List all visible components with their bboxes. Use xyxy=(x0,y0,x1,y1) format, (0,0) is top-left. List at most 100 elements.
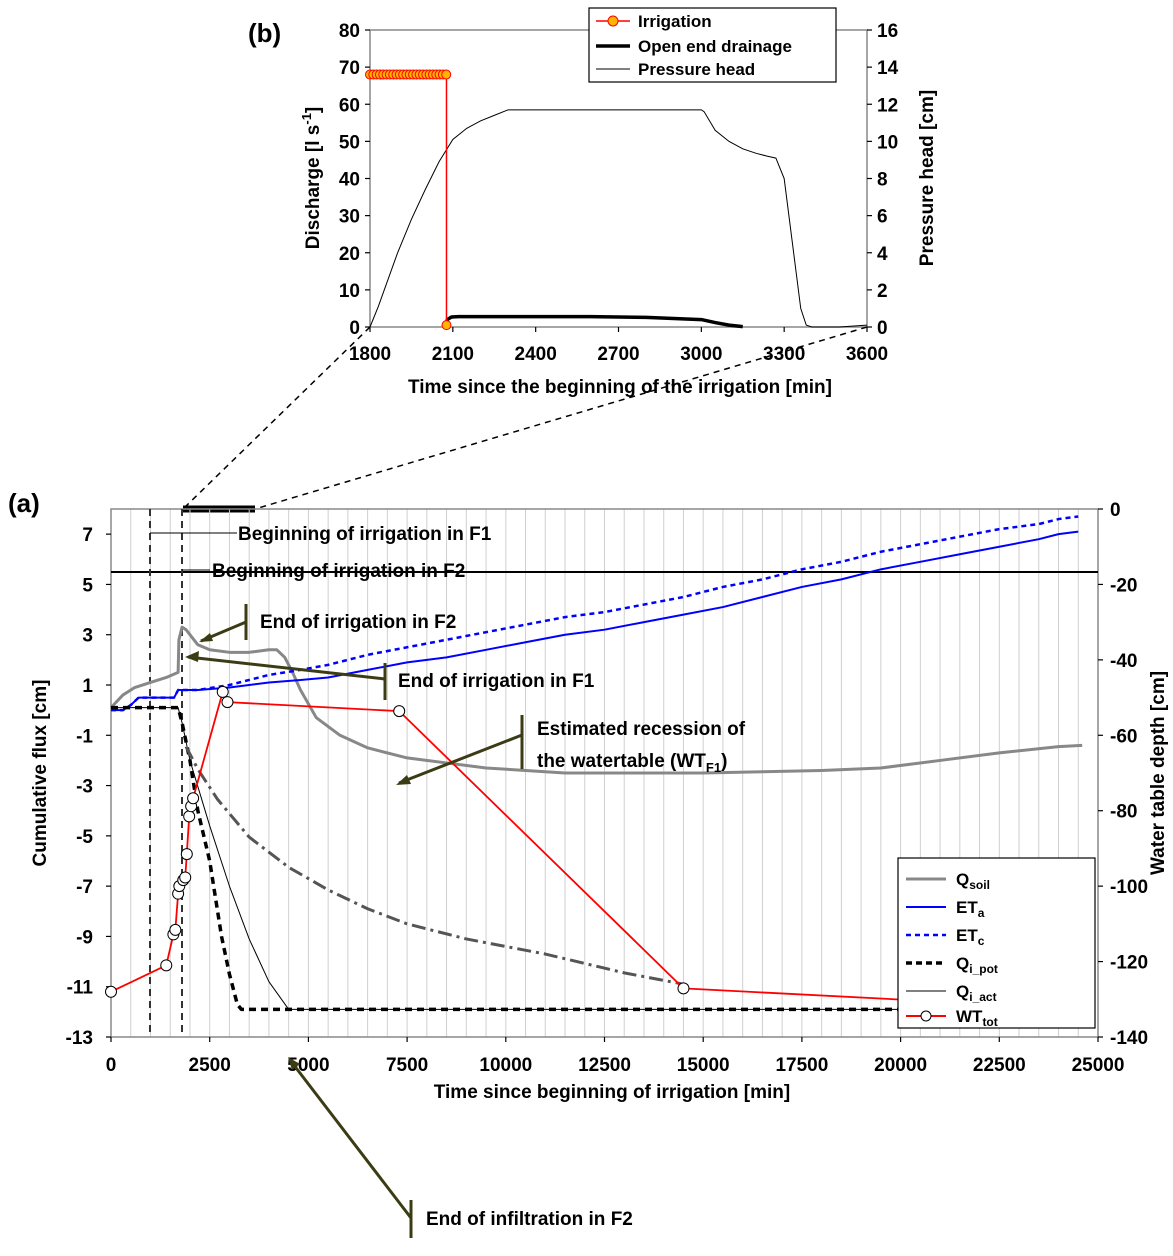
panel-a-y2-axis-label: Water table depth [cm] xyxy=(1148,671,1169,875)
panel-b-y-axis-label: Discharge [l s-1] xyxy=(299,107,324,250)
annotation-recession-arrowhead xyxy=(396,775,411,785)
wt-point-3 xyxy=(169,923,182,936)
annotation-end-irr-f2-text: End of irrigation in F2 xyxy=(260,612,456,633)
a-ytick-label-0: -13 xyxy=(66,1028,93,1049)
panel-b-x-ticks: 1800 2100 2400 2700 3000 3300 3600 xyxy=(349,327,888,365)
b-ytick-label-1: 10 xyxy=(339,281,360,302)
wt-point-11 xyxy=(187,792,200,805)
a-ytick-label-2: -9 xyxy=(76,927,93,948)
panel-a-x-ticks: 0 2500 5000 7500 10000 12500 15000 17500 20000 22… xyxy=(106,1037,1125,1076)
a-y2tick-label-2: -100 xyxy=(1110,877,1148,898)
annotation-end-irr-f1-text: End of irrigation in F1 xyxy=(398,671,595,692)
a-ytick-label-8: 3 xyxy=(82,626,93,647)
a-ytick-label-6: -1 xyxy=(76,726,93,747)
open-end-drainage-line xyxy=(444,314,743,329)
annotation-begin-f1-text: Beginning of irrigation in F1 xyxy=(238,524,492,545)
a-ytick-label-3: -7 xyxy=(76,877,93,898)
a-ytick-label-1: -11 xyxy=(67,978,94,999)
annotation-end-irrigation-f2: End of irrigation in F2 xyxy=(199,604,456,643)
series-etc-line xyxy=(111,515,1079,712)
a-ytick-label-5: -3 xyxy=(76,777,93,798)
b-xtick-label-1: 2100 xyxy=(432,344,474,365)
b-xtick-label-5: 3300 xyxy=(763,344,805,365)
panel-a-y-axis-label: Cumulative flux [cm] xyxy=(30,680,51,867)
annotation-recession: Estimated recession of the watertable (W… xyxy=(396,715,746,785)
panel-b-y2-axis-label: Pressure head [cm] xyxy=(917,90,938,266)
a-ytick-label-7: 1 xyxy=(82,676,93,697)
a-ytick-label-4: -5 xyxy=(76,827,93,848)
a-y2tick-label-7: 0 xyxy=(1110,500,1121,521)
b-ytick-label-7: 70 xyxy=(339,58,360,79)
b-ytick-label-2: 20 xyxy=(339,244,360,265)
panel-b: (b) 0 10 20 30 40 50 60 70 80 0 2 4 6 8 10 12 14 16 1800… xyxy=(248,7,938,398)
legend-irrigation-label: Irrigation xyxy=(638,12,712,31)
a-y2tick-label-0: -140 xyxy=(1110,1028,1148,1049)
pressure-head-line xyxy=(369,109,868,328)
a-xtick-label-8: 20000 xyxy=(874,1055,927,1076)
a-xtick-label-0: 0 xyxy=(106,1055,117,1076)
b-y2tick-label-8: 16 xyxy=(877,21,898,42)
a-y2tick-label-1: -120 xyxy=(1110,953,1148,974)
irrigation-line xyxy=(370,73,448,326)
wt-point-9 xyxy=(183,810,196,823)
panel-b-series xyxy=(365,69,868,331)
a-xtick-label-10: 25000 xyxy=(1072,1055,1125,1076)
annotation-end-infiltration-arrowhead xyxy=(288,1057,300,1070)
a-ytick-label-10: 7 xyxy=(82,525,93,546)
annotation-end-infiltration-arrow xyxy=(288,1059,413,1219)
legend-wttot-label: WTtot xyxy=(956,1007,998,1029)
annotation-end-irrigation-f1: End of irrigation in F1 xyxy=(185,651,595,700)
b-ytick-label-3: 30 xyxy=(339,207,360,228)
panel-b-y-ticks: 0 10 20 30 40 50 60 70 80 xyxy=(339,21,370,339)
b-xtick-label-2: 2400 xyxy=(515,344,557,365)
annotation-recession-arrow xyxy=(398,733,523,785)
panel-a-label: (a) xyxy=(8,488,40,518)
b-y2tick-label-7: 14 xyxy=(877,58,899,79)
legend-drainage-label: Open end drainage xyxy=(638,37,792,56)
series-qsoil-line xyxy=(109,625,1083,775)
wt-point-14 xyxy=(393,705,406,718)
b-y2tick-label-4: 8 xyxy=(877,170,888,191)
panel-a-legend-box xyxy=(897,857,1096,1029)
panel-b-label: (b) xyxy=(248,18,281,48)
b-y2tick-label-3: 6 xyxy=(877,207,888,228)
legend-etc-label: ETc xyxy=(956,926,985,948)
annotation-begin-f2-text: Beginning of irrigation in F2 xyxy=(212,561,465,582)
b-ytick-label-5: 50 xyxy=(339,132,360,153)
annotation-recession-text-2: the watertable (WTF1) xyxy=(537,751,727,775)
panel-b-y2-ticks: 0 2 4 6 8 10 12 14 16 xyxy=(867,21,899,339)
a-y2tick-label-4: -60 xyxy=(1110,726,1137,747)
zoom-connector-right xyxy=(254,326,868,510)
annotation-end-infiltration-text: End of infiltration in F2 xyxy=(426,1209,633,1230)
zoom-connector-left xyxy=(182,326,371,510)
panel-b-legend-box xyxy=(588,7,837,83)
a-xtick-label-5: 12500 xyxy=(578,1055,631,1076)
legend-qiact-label: Qi_act xyxy=(956,982,997,1004)
a-xtick-label-6: 15000 xyxy=(677,1055,730,1076)
wt-point-15 xyxy=(677,982,690,995)
a-y2tick-label-3: -80 xyxy=(1110,802,1137,823)
b-y2tick-label-1: 2 xyxy=(877,281,888,302)
annotation-recession-text-1: Estimated recession of xyxy=(537,719,746,740)
legend-irrigation-marker xyxy=(607,15,619,27)
legend-qsoil-label: Qsoil xyxy=(956,870,990,892)
b-y2tick-label-0: 0 xyxy=(877,318,888,339)
b-xtick-label-4: 3000 xyxy=(680,344,722,365)
a-xtick-label-3: 7500 xyxy=(386,1055,428,1076)
annotation-begin-f2: Beginning of irrigation in F2 xyxy=(182,561,465,582)
panel-b-legend: Irrigation Open end drainage Pressure he… xyxy=(588,7,837,83)
b-ytick-label-6: 60 xyxy=(339,95,360,116)
legend-qipot-label: Qi_pot xyxy=(956,954,998,976)
annotation-end-infiltration-f2: End of infiltration in F2 xyxy=(288,1057,633,1238)
b-ytick-label-0: 0 xyxy=(349,318,360,339)
b-y2tick-label-6: 12 xyxy=(877,95,898,116)
a-y2tick-label-5: -40 xyxy=(1110,651,1137,672)
panel-a-legend: Qsoil ETa ETc Qi_pot Qi_act WTtot xyxy=(897,857,1096,1029)
wt-point-0 xyxy=(105,985,117,998)
series-eta-line xyxy=(111,530,1079,712)
b-xtick-label-6: 3600 xyxy=(846,344,888,365)
series-wtf1-estimated-recession-line xyxy=(184,745,684,986)
